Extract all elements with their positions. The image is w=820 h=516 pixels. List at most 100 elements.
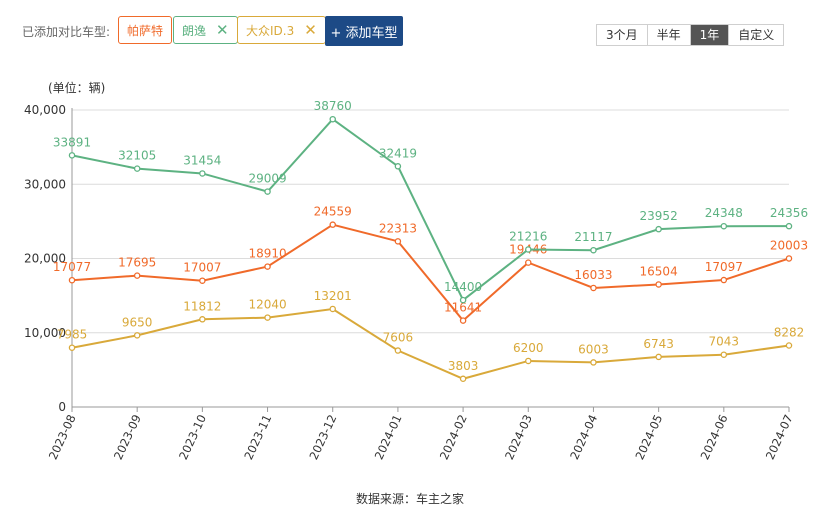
add-model-button[interactable]: + 添加车型 [325, 16, 403, 46]
data-label: 20003 [770, 238, 808, 252]
data-label: 22313 [379, 221, 417, 235]
series-line [71, 223, 790, 323]
range-custom[interactable]: 自定义 [728, 25, 784, 45]
data-point [525, 246, 532, 253]
time-range-selector: 3个月 半年 1年 自定义 [596, 24, 785, 46]
data-label: 11812 [183, 299, 221, 313]
data-point [394, 347, 402, 354]
data-label: 13201 [314, 289, 352, 303]
data-point [590, 284, 597, 292]
data-point [133, 165, 141, 172]
data-label: 24348 [705, 206, 743, 220]
y-tick-label: 10,000 [24, 326, 66, 340]
data-point [459, 296, 467, 304]
chip-passat-label: 帕萨特 [127, 23, 164, 38]
data-label: 7985 [57, 328, 88, 342]
x-tick-label: 2024-05 [632, 412, 665, 461]
data-label: 24559 [314, 205, 352, 219]
data-label: 17097 [705, 260, 743, 274]
data-label: 24356 [770, 206, 808, 220]
data-point [590, 246, 597, 254]
data-point [720, 276, 728, 284]
y-tick-label: 0 [58, 400, 66, 414]
added-models-label: 已添加对比车型: [22, 25, 111, 39]
data-point [655, 353, 662, 361]
x-tick-label: 2024-04 [567, 412, 600, 461]
x-tick-label: 2024-07 [763, 412, 796, 461]
range-3-months[interactable]: 3个月 [597, 25, 647, 45]
toolbar: 已添加对比车型: 帕萨特 朗逸 ✕ 大众ID.3 ✕ + 添加车型 3个月 半年… [0, 0, 820, 60]
data-label: 32419 [379, 146, 417, 160]
data-label: 17007 [183, 261, 221, 275]
data-point [394, 238, 402, 245]
x-tick-label: 2023-11 [241, 412, 274, 461]
chip-id3-label: 大众ID.3 [246, 23, 295, 38]
data-label: 3803 [448, 359, 479, 373]
data-label: 7606 [383, 331, 414, 345]
data-point [525, 259, 532, 266]
data-point [655, 225, 662, 233]
data-label: 16033 [574, 268, 612, 282]
data-label: 29009 [248, 172, 286, 186]
chip-id3[interactable]: 大众ID.3 ✕ [237, 16, 326, 44]
data-label: 33891 [53, 135, 91, 149]
data-point [264, 188, 271, 195]
data-point [785, 222, 793, 230]
data-label: 32105 [118, 149, 156, 163]
data-label: 16504 [640, 264, 678, 278]
data-label: 21216 [509, 229, 547, 243]
y-tick-label: 20,000 [24, 252, 66, 266]
data-point [590, 359, 597, 366]
x-tick-label: 2024-03 [502, 412, 535, 461]
data-point [133, 332, 141, 339]
data-point [199, 316, 206, 323]
data-point [525, 357, 532, 365]
range-half-year[interactable]: 半年 [646, 25, 690, 45]
remove-lavida-icon[interactable]: ✕ [216, 20, 229, 39]
data-point [68, 152, 76, 159]
data-label: 23952 [640, 209, 678, 223]
data-label: 6200 [513, 341, 544, 355]
data-point [655, 281, 662, 288]
data-point [68, 276, 76, 284]
data-point [720, 351, 728, 358]
data-point [394, 163, 402, 170]
y-tick-label: 30,000 [24, 177, 66, 191]
x-tick-label: 2024-02 [437, 412, 470, 461]
data-point [459, 317, 467, 324]
data-point [68, 344, 76, 351]
data-label: 12040 [248, 298, 286, 312]
data-label: 11641 [444, 301, 482, 315]
data-point [329, 115, 336, 123]
y-tick-label: 40,000 [24, 103, 66, 117]
range-1-year[interactable]: 1年 [689, 25, 729, 45]
data-point [785, 255, 793, 262]
data-point [459, 375, 467, 383]
data-label: 7043 [709, 335, 740, 349]
data-point [785, 342, 793, 349]
data-point [329, 305, 336, 313]
data-source: 数据来源：车主之家 [355, 492, 464, 506]
x-tick-label: 2023-08 [46, 412, 79, 461]
data-point [264, 263, 271, 270]
chip-passat[interactable]: 帕萨特 [118, 16, 173, 44]
data-label: 6743 [643, 337, 674, 351]
data-label: 14400 [444, 280, 482, 294]
data-label: 8282 [774, 326, 805, 340]
data-label: 38760 [314, 99, 352, 113]
unit-label: (单位：辆) [48, 81, 106, 95]
x-tick-label: 2023-12 [306, 412, 339, 461]
x-tick-label: 2024-06 [698, 412, 731, 461]
data-label: 6003 [578, 342, 609, 356]
data-label: 17077 [53, 260, 91, 274]
data-point [329, 221, 336, 228]
data-label: 18910 [248, 247, 286, 261]
x-tick-label: 2024-01 [372, 412, 405, 461]
data-label: 31454 [183, 153, 221, 167]
data-label: 21117 [574, 230, 612, 244]
x-tick-label: 2023-10 [176, 412, 209, 461]
data-point [264, 314, 271, 321]
remove-id3-icon[interactable]: ✕ [304, 20, 317, 39]
data-point [199, 170, 206, 177]
